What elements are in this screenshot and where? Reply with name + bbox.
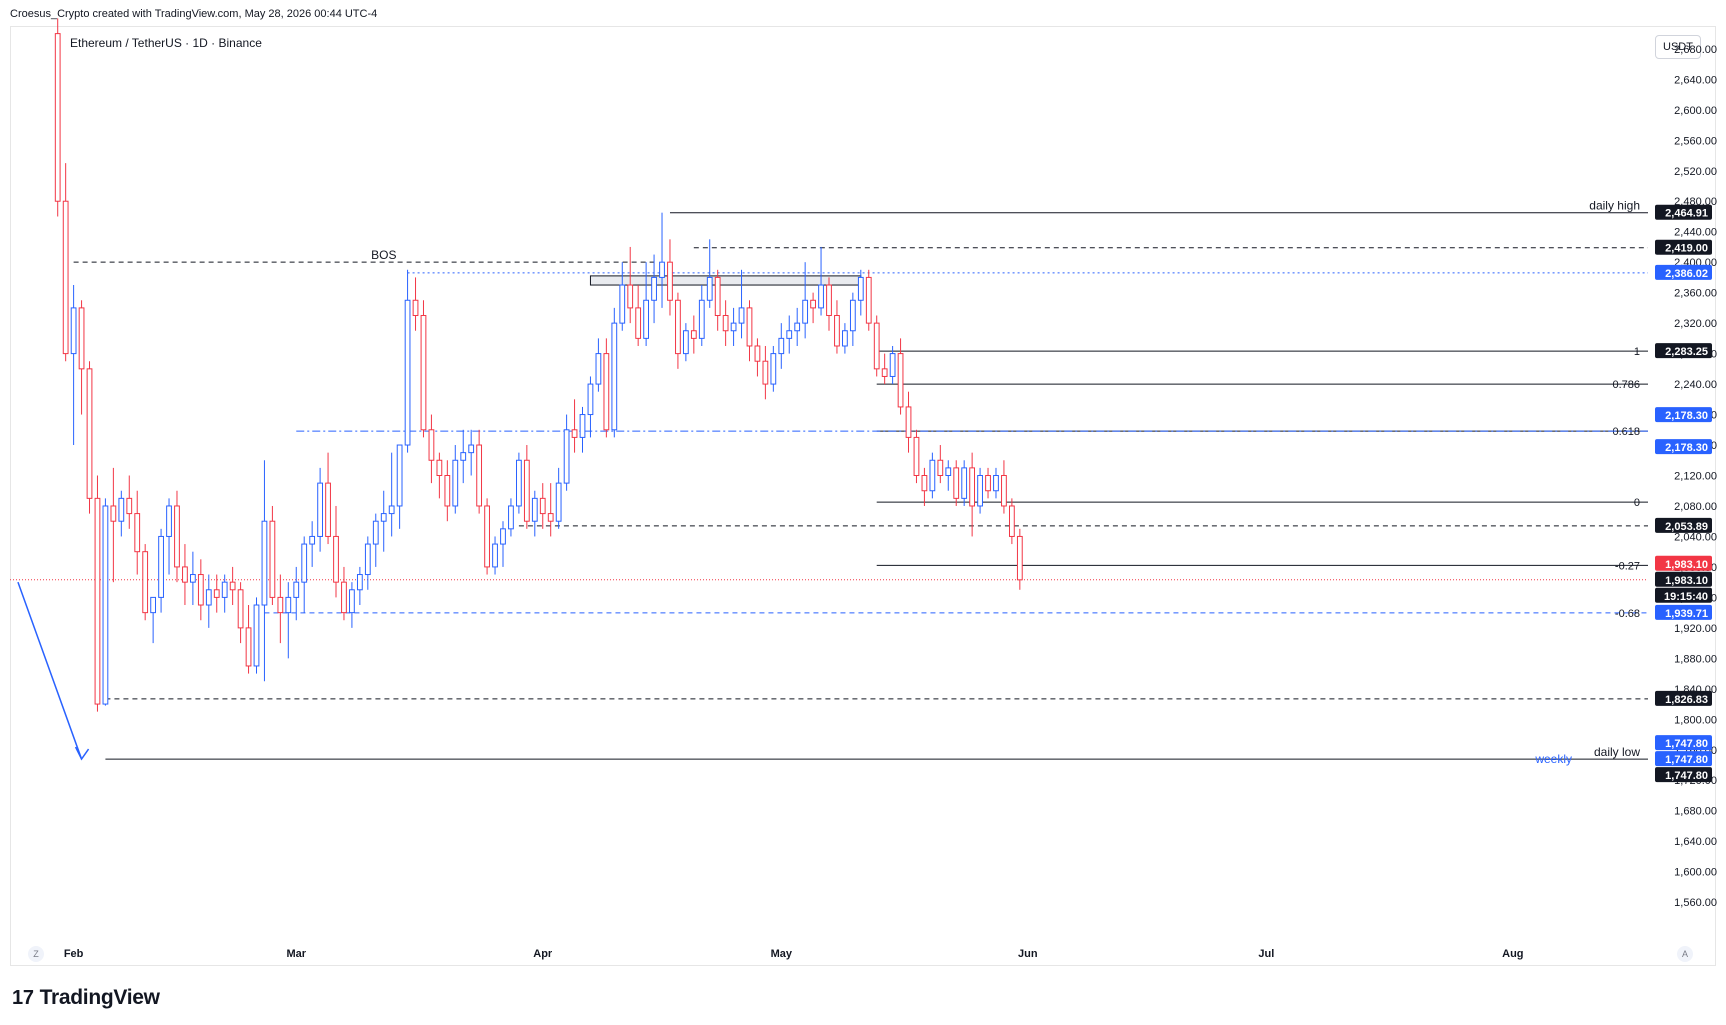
- brand-name: TradingView: [39, 986, 160, 1009]
- auto-scale-button[interactable]: A: [1677, 946, 1693, 962]
- tradingview-logo[interactable]: 17 TradingView: [12, 986, 160, 1010]
- chart-attribution: Croesus_Crypto created with TradingView.…: [10, 8, 378, 20]
- tradingview-mark-icon: 17: [12, 986, 34, 1009]
- chart-frame: [10, 26, 1716, 966]
- scale-left-button[interactable]: Z: [28, 946, 44, 962]
- symbol-title: Ethereum / TetherUS · 1D · Binance: [70, 36, 262, 50]
- currency-selector[interactable]: USDT: [1655, 35, 1701, 59]
